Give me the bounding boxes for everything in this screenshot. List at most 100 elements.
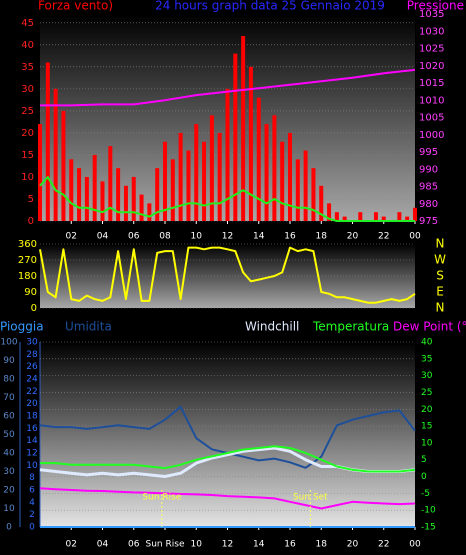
y2-tick-label: 1020 [419, 61, 444, 72]
y-tick-label: 30 [21, 84, 34, 95]
bar [264, 124, 269, 221]
bar [139, 194, 144, 221]
bar [108, 146, 113, 221]
y-tick-label: 360 [18, 239, 37, 250]
y-tick-label: 180 [18, 271, 37, 282]
bar [272, 115, 277, 221]
bar [38, 124, 42, 221]
y-tick-label: 20 [21, 128, 34, 139]
bar [123, 185, 128, 221]
bar [327, 203, 332, 221]
y-tick-label: 40 [21, 40, 34, 51]
x-tick-label: 14 [253, 232, 265, 242]
y2-tick-label: 1025 [419, 44, 444, 55]
x-tick-label: 22 [378, 540, 389, 550]
y2-tick-label: 1015 [419, 78, 444, 89]
bar [342, 216, 347, 221]
y2-tick-label: 5 [421, 455, 427, 465]
x-tick-label: 04 [97, 540, 109, 550]
y-tick-label: 45 [21, 18, 34, 29]
y2-tick-label: 1035 [419, 9, 444, 20]
bar [256, 97, 261, 221]
x-tick-label: 20 [347, 232, 359, 242]
y2-tick-label: 25 [421, 388, 432, 398]
y2-tick-label: 15 [421, 422, 432, 432]
series-line [39, 176, 415, 222]
bar [373, 212, 378, 221]
bar [209, 115, 214, 221]
legend-label: Umidita [65, 320, 112, 334]
y2-tick-label: 1000 [419, 130, 444, 141]
y-tick-label: 0 [31, 303, 37, 314]
x-tick-label: 18 [316, 232, 328, 242]
bar [92, 154, 97, 221]
bar [295, 159, 300, 221]
bar [100, 181, 105, 221]
bar [202, 141, 207, 221]
x-tick-label: 00 [409, 232, 421, 242]
bar [280, 141, 285, 221]
bar [413, 207, 417, 221]
bar [381, 216, 386, 221]
y-tick-label: 270 [18, 255, 37, 266]
bar [116, 168, 121, 221]
y2-tick-label: N [436, 301, 445, 315]
bar [241, 36, 246, 222]
y2-tick-label: -15 [421, 523, 436, 533]
y-tick-label: 35 [21, 62, 34, 73]
y2-tick-label: 975 [419, 216, 438, 227]
y3-tick-label: 4 [29, 498, 35, 508]
x-tick-label: 08 [159, 232, 171, 242]
y2-tick-label: W [434, 253, 446, 267]
bar [170, 159, 175, 221]
legend-label: Pioggia [0, 320, 44, 334]
y-tick-label: 25 [21, 106, 34, 117]
y3-tick-label: 0 [29, 523, 35, 533]
y3-tick-label: 22 [26, 387, 37, 397]
bar [131, 176, 136, 221]
x-tick-label: 22 [378, 232, 389, 242]
y2-tick-label: 980 [419, 199, 438, 210]
bar [405, 216, 410, 221]
bar [53, 88, 58, 221]
y2-tick-label: 985 [419, 182, 438, 193]
x-tick-label: 10 [191, 232, 203, 242]
y-tick-label: 10 [3, 504, 15, 514]
bar [84, 176, 89, 221]
x-tick-label: 02 [66, 540, 77, 550]
y3-tick-label: 6 [29, 486, 35, 496]
x-tick-label: 12 [222, 540, 233, 550]
y3-tick-label: 14 [26, 436, 38, 446]
annotation-label: Sun Set [293, 493, 328, 503]
y2-tick-label: 0 [421, 472, 427, 482]
bar [217, 132, 222, 221]
bar [178, 132, 183, 221]
y-tick-label: 50 [3, 430, 15, 440]
y-tick-label: 60 [3, 412, 15, 422]
series-line [39, 246, 416, 304]
y2-tick-label: 30 [421, 371, 433, 381]
x-tick-label: 02 [66, 232, 77, 242]
legend-label: Windchill [245, 320, 299, 334]
bar [397, 212, 402, 221]
y3-tick-label: 2 [29, 510, 35, 520]
y2-tick-label: 1030 [419, 26, 444, 37]
legend-label: Temperatura [312, 320, 389, 334]
y2-tick-label: 35 [421, 354, 432, 364]
x-tick-label: Sun Rise [146, 540, 185, 550]
x-tick-label: 16 [284, 540, 296, 550]
bar [225, 88, 230, 221]
bar [155, 168, 160, 221]
bar [186, 150, 191, 221]
legend-label: Dew Point (°C) [393, 320, 466, 334]
bar [163, 141, 167, 221]
bar [248, 66, 253, 221]
bar [288, 132, 292, 221]
y-tick-label: 15 [21, 150, 34, 161]
x-tick-label: 20 [347, 540, 359, 550]
bar [194, 124, 199, 221]
y-tick-label: 100 [0, 338, 17, 348]
y-tick-label: 40 [3, 449, 15, 459]
annotation-label: Sun Rise [142, 493, 181, 503]
legend-label: Forza vento) [38, 0, 113, 13]
